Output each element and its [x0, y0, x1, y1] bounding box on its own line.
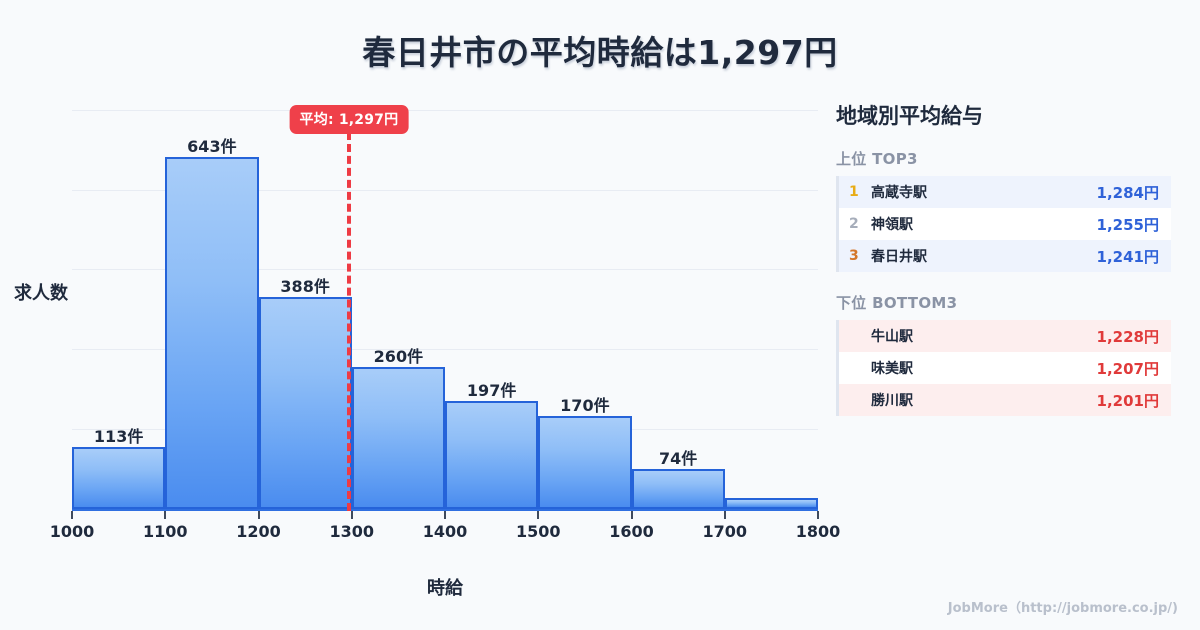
histogram-bar — [351, 366, 445, 509]
table-row[interactable]: 1 高蔵寺駅 1,284円 — [839, 176, 1171, 208]
x-axis-label: 時給 — [427, 578, 463, 599]
x-tick — [537, 511, 540, 519]
wage-value: 1,241円 — [1096, 247, 1159, 266]
x-axis-line — [72, 509, 818, 511]
page-title: 春日井市の平均時給は1,297円 — [362, 33, 838, 72]
bar-value-label: 643件 — [187, 137, 237, 157]
wage-value: 1,284円 — [1096, 183, 1159, 202]
average-badge: 平均: 1,297円 — [289, 105, 409, 134]
top3-heading: 上位 TOP3 — [836, 150, 918, 168]
x-tick — [71, 511, 73, 519]
histogram-bar — [631, 468, 725, 509]
gridline — [72, 349, 818, 351]
top3-table: 1 高蔵寺駅 1,284円 2 神領駅 1,255円 3 春日井駅 1,241円 — [836, 176, 1171, 272]
histogram-bar — [165, 157, 259, 509]
rank-number: 1 — [849, 184, 859, 200]
station-name: 春日井駅 — [871, 249, 927, 265]
x-tick — [723, 511, 726, 519]
station-name: 味美駅 — [871, 361, 913, 377]
bar-value-label: 260件 — [373, 346, 424, 366]
x-tick-label: 1700 — [702, 522, 748, 541]
x-tick — [817, 511, 819, 519]
histogram-bar — [445, 401, 539, 509]
x-tick — [257, 511, 260, 519]
gridline — [72, 189, 818, 191]
table-row[interactable]: 3 春日井駅 1,241円 — [839, 240, 1171, 272]
bottom3-table: 牛山駅 1,228円味美駅 1,207円勝川駅 1,201円 — [836, 320, 1171, 416]
table-row[interactable]: 勝川駅 1,201円 — [839, 384, 1171, 416]
wage-value: 1,201円 — [1096, 391, 1159, 410]
x-tick — [350, 511, 353, 519]
table-row[interactable]: 牛山駅 1,228円 — [839, 320, 1171, 352]
gridline — [72, 109, 818, 111]
wage-value: 1,207円 — [1096, 359, 1159, 378]
x-tick — [444, 511, 446, 519]
wage-value: 1,255円 — [1096, 215, 1159, 234]
x-tick-label: 1500 — [515, 522, 561, 541]
y-axis-label: 求人数 — [14, 283, 68, 304]
x-tick-label: 1200 — [236, 522, 281, 541]
table-row[interactable]: 2 神領駅 1,255円 — [839, 208, 1171, 240]
average-line — [346, 132, 351, 511]
histogram-bar — [538, 416, 632, 509]
x-tick-label: 1600 — [609, 522, 654, 541]
station-name: 神領駅 — [871, 217, 913, 233]
x-tick-label: 1000 — [49, 522, 95, 541]
x-tick-label: 1100 — [142, 522, 188, 541]
x-tick — [164, 511, 167, 519]
x-tick-label: 1300 — [329, 522, 375, 541]
regional-average-panel: 地域別平均給与 上位 TOP3 1 高蔵寺駅 1,284円 2 神領駅 1,255円 3 春日… — [836, 100, 1172, 436]
x-tick-label: 1800 — [795, 522, 841, 541]
histogram-bar — [724, 498, 818, 509]
gridline — [72, 269, 818, 271]
x-tick — [630, 511, 633, 519]
bar-value-label: 170件 — [560, 396, 610, 415]
histogram-chart: 1000 1100 1200 1300 1400 1500 1600 1700 1800 113… — [14, 105, 840, 599]
x-tick-label: 1400 — [422, 522, 468, 541]
histogram-bar — [258, 296, 352, 509]
station-name: 牛山駅 — [871, 329, 913, 345]
bar-value-label: 388件 — [280, 276, 330, 296]
histogram-bar — [72, 447, 166, 509]
station-name: 勝川駅 — [871, 393, 913, 409]
bar-value-label: 74件 — [658, 448, 698, 468]
watermark: JobMore（http://jobmore.co.jp/) — [947, 601, 1178, 616]
bar-value-label: 113件 — [93, 427, 144, 447]
table-row[interactable]: 味美駅 1,207円 — [839, 352, 1171, 384]
rank-number: 2 — [849, 216, 859, 232]
panel-title: 地域別平均給与 — [836, 104, 983, 128]
wage-value: 1,228円 — [1096, 327, 1159, 346]
station-name: 高蔵寺駅 — [871, 185, 927, 201]
rank-number: 3 — [849, 248, 859, 264]
bar-value-label: 197件 — [466, 381, 517, 401]
bottom3-heading: 下位 BOTTOM3 — [836, 294, 958, 312]
